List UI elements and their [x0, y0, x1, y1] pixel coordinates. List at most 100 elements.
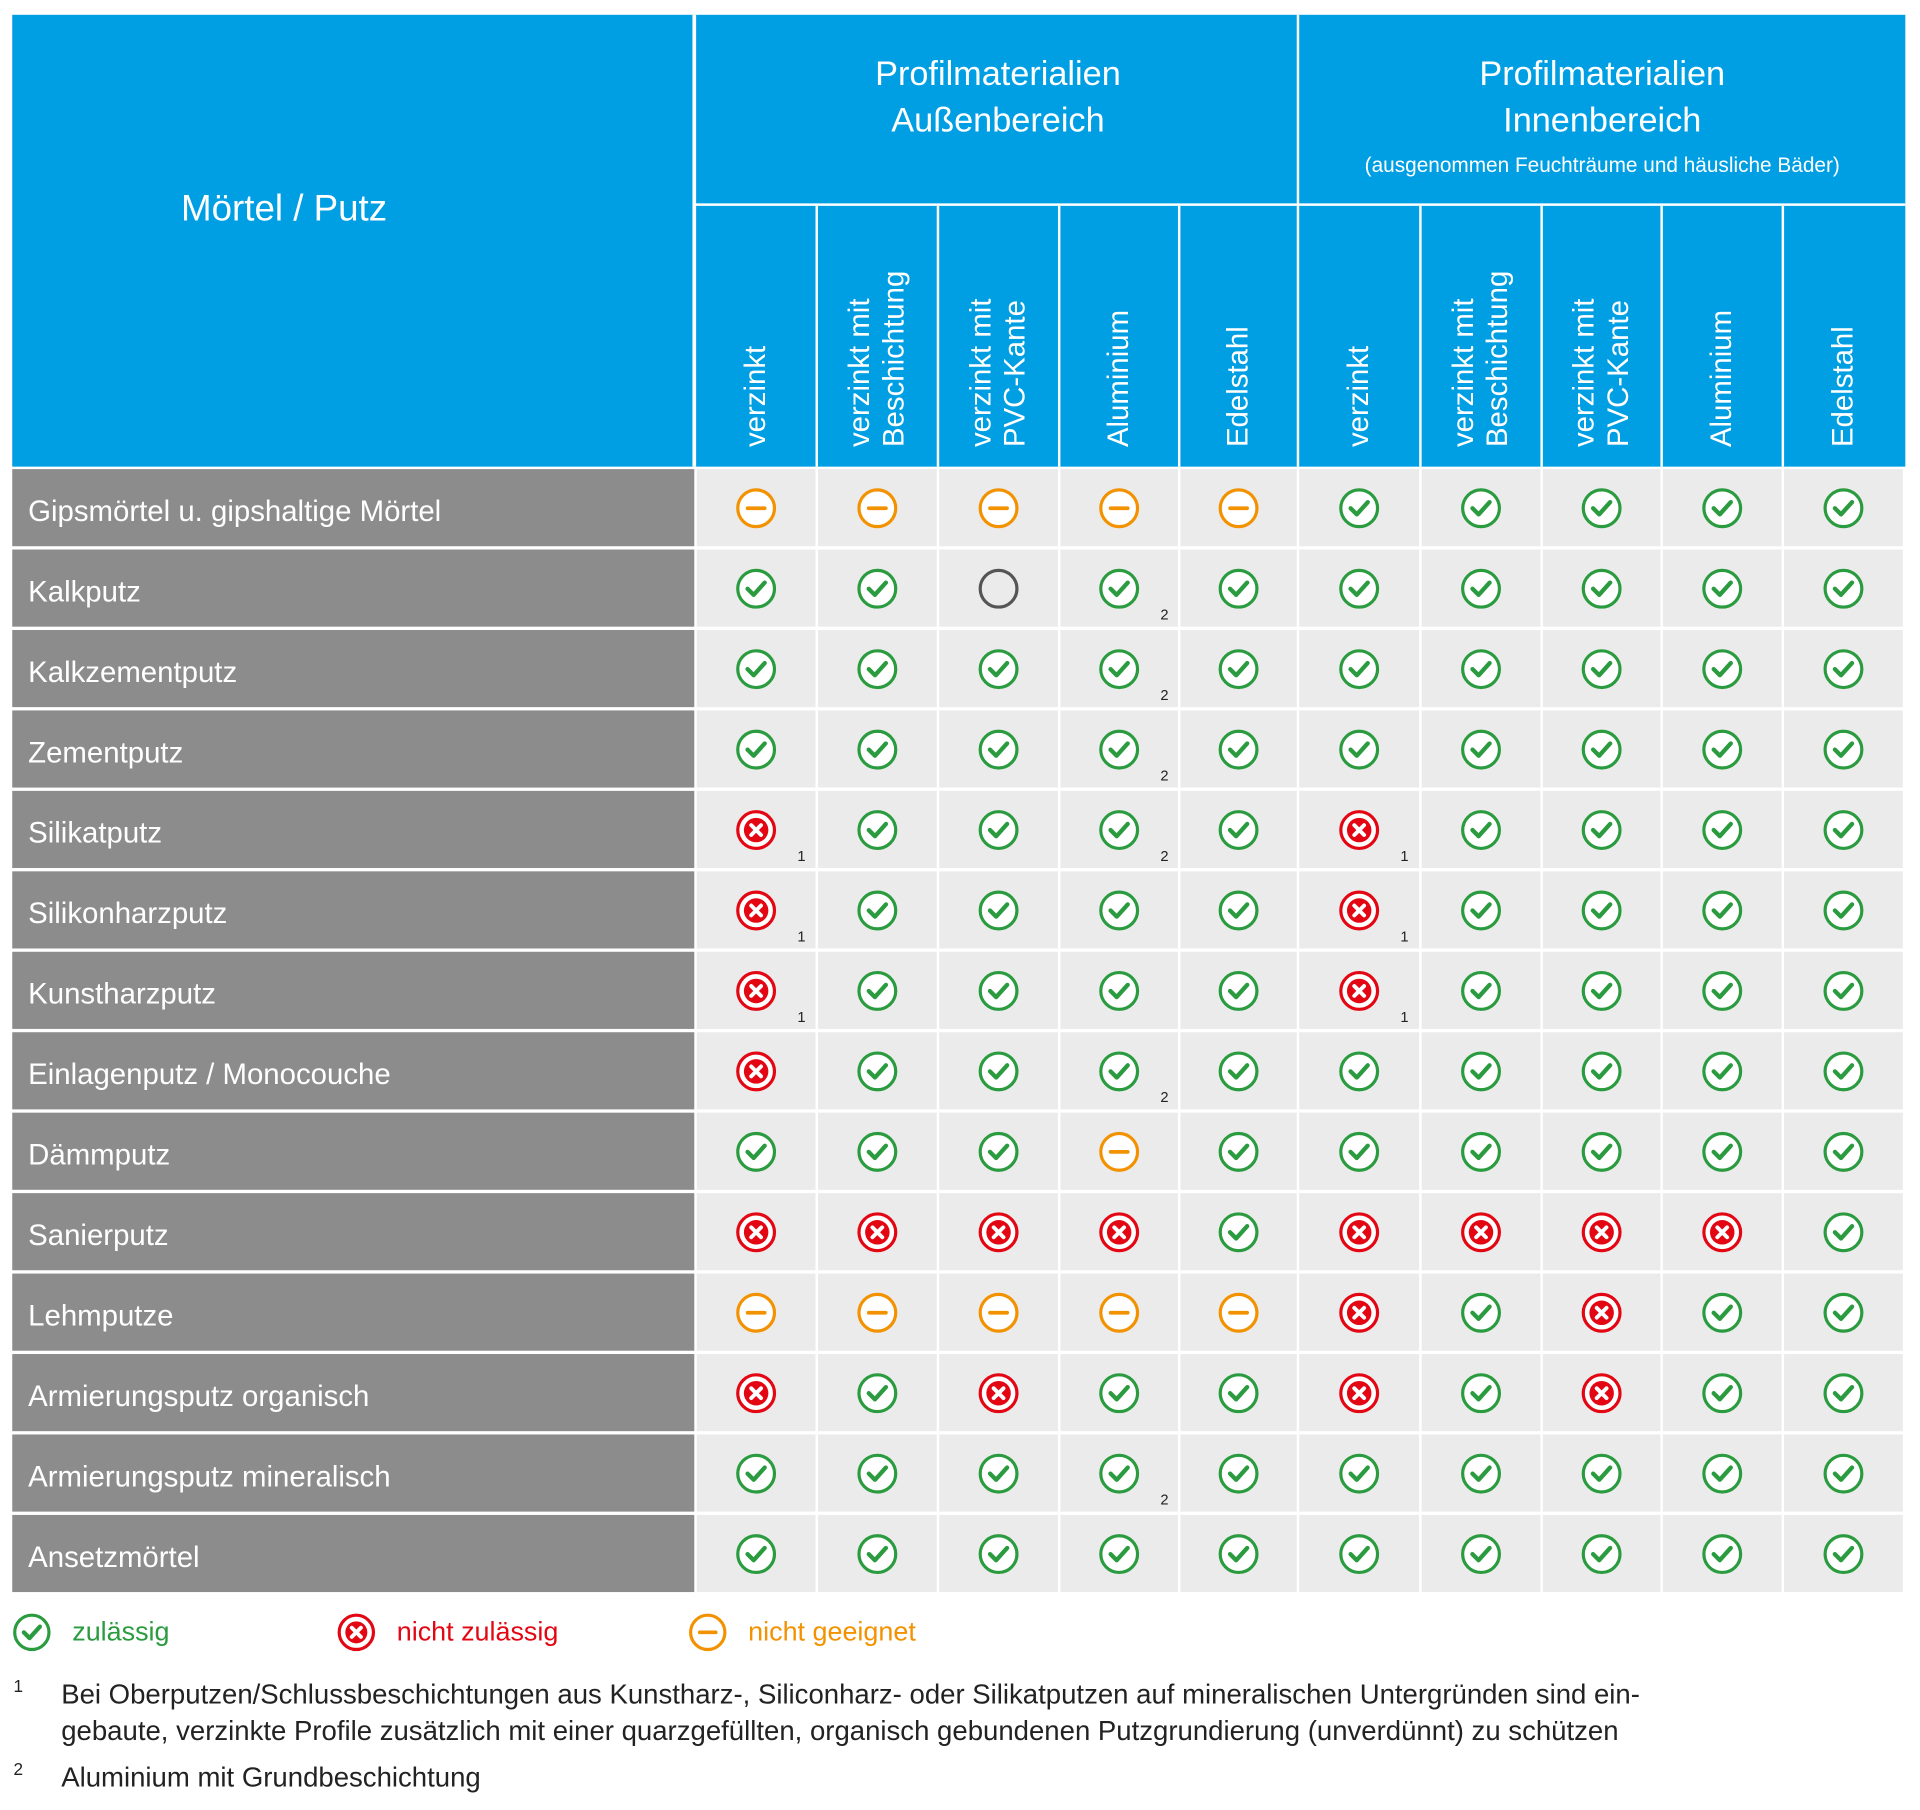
- status-icon: [978, 1131, 1019, 1172]
- status-icon: [1218, 649, 1259, 690]
- footnote-marker: 2: [13, 1759, 23, 1779]
- status-icon: [1461, 568, 1501, 609]
- check-mark: [1470, 1143, 1492, 1161]
- status-icon: [736, 568, 777, 609]
- status-icon: [1218, 729, 1259, 770]
- check-mark: [1832, 1224, 1855, 1241]
- check-mark: [1348, 1465, 1370, 1482]
- check-mark: [1227, 1063, 1250, 1080]
- x-mark: [749, 823, 763, 837]
- footnote-text: Bei Oberputzen/Schlussbeschichtungen aus…: [61, 1678, 1640, 1709]
- x-mark: [1715, 1225, 1730, 1240]
- status-icon: [1581, 488, 1622, 529]
- status-icon: [1702, 649, 1743, 690]
- group-title: Innenbereich: [1503, 102, 1701, 140]
- row-label-bg: [12, 1273, 695, 1351]
- check-mark: [1711, 500, 1733, 517]
- check-mark: [1108, 821, 1130, 839]
- row-label: Sanierputz: [28, 1219, 168, 1252]
- check-mark: [1227, 1384, 1250, 1402]
- check-mark: [1470, 1063, 1492, 1080]
- status-icon: [1702, 1373, 1743, 1414]
- x-mark: [1352, 1386, 1367, 1401]
- status-icon: [1581, 971, 1622, 1011]
- footnote-ref: 1: [1400, 929, 1408, 945]
- status-icon: [736, 729, 777, 770]
- status-icon: [1581, 810, 1622, 851]
- column-header: Beschichtung: [1481, 271, 1514, 447]
- check-mark: [1470, 580, 1492, 597]
- status-icon: [1702, 1131, 1743, 1172]
- group-title: Außenbereich: [891, 102, 1104, 140]
- status-icon: [1702, 810, 1743, 851]
- footnote-text: Aluminium mit Grundbeschichtung: [61, 1762, 481, 1793]
- status-icon: [1823, 1373, 1864, 1414]
- status-icon: [1461, 1453, 1501, 1494]
- check-mark: [1470, 1384, 1492, 1402]
- status-icon: [1823, 810, 1864, 851]
- check-mark: [1832, 580, 1855, 597]
- status-icon: [1339, 568, 1380, 609]
- row-label-bg: [12, 1434, 695, 1512]
- status-icon: [736, 1453, 777, 1494]
- x-mark: [1594, 1305, 1609, 1320]
- check-mark: [1832, 500, 1855, 517]
- group-note: (ausgenommen Feuchträume und häusliche B…: [1365, 154, 1840, 177]
- check-mark: [1711, 741, 1733, 758]
- status-icon: [736, 1131, 777, 1172]
- check-mark: [1108, 1545, 1130, 1563]
- status-icon: [1823, 1051, 1864, 1092]
- status-icon: [1823, 971, 1864, 1011]
- footnote-ref: 2: [1160, 849, 1168, 865]
- check-mark: [1348, 741, 1370, 758]
- status-icon: [1099, 729, 1140, 770]
- status-icon: [1461, 1051, 1501, 1092]
- check-mark: [1832, 1384, 1855, 1402]
- check-mark: [987, 821, 1010, 839]
- check-mark: [1470, 660, 1492, 678]
- status-icon: [1339, 1453, 1380, 1494]
- group-title: Profilmaterialien: [875, 55, 1121, 93]
- row-label-bg: [12, 1514, 695, 1593]
- check-mark: [1108, 660, 1130, 678]
- status-icon: [978, 971, 1019, 1011]
- status-icon: [1461, 1534, 1501, 1575]
- row-label: Armierungsputz organisch: [28, 1380, 369, 1413]
- status-icon: [978, 810, 1019, 851]
- status-icon: [857, 1534, 898, 1575]
- check-mark: [866, 660, 889, 678]
- status-icon: [1099, 649, 1140, 690]
- check-mark: [987, 1063, 1010, 1080]
- x-mark: [1352, 903, 1367, 918]
- check-mark: [1832, 1063, 1855, 1080]
- status-icon: [1823, 1534, 1864, 1575]
- check-mark: [1348, 1545, 1370, 1563]
- check-mark: [1227, 1224, 1250, 1241]
- row-label-bg: [12, 790, 695, 869]
- check-mark: [987, 660, 1010, 678]
- check-mark: [866, 1063, 889, 1080]
- x-mark: [1594, 1386, 1609, 1401]
- status-icon: [978, 729, 1019, 770]
- row-label-bg: [12, 1032, 695, 1110]
- status-icon: [1339, 1534, 1380, 1575]
- status-icon: [857, 649, 898, 690]
- check-mark: [866, 821, 889, 839]
- column-header: PVC-Kante: [1602, 300, 1635, 447]
- check-mark: [1590, 500, 1613, 517]
- check-mark: [1108, 902, 1130, 919]
- status-icon: [1581, 568, 1622, 609]
- status-icon: [1581, 1051, 1622, 1092]
- column-header: Aluminium: [1102, 310, 1135, 447]
- status-icon: [1581, 729, 1622, 770]
- status-icon: [1702, 1051, 1743, 1092]
- corner-label: Mörtel / Putz: [181, 187, 387, 228]
- check-mark: [1711, 580, 1733, 597]
- row-label: Ansetzmörtel: [28, 1541, 199, 1574]
- check-mark: [1470, 741, 1492, 758]
- check-mark: [1711, 1465, 1733, 1482]
- check-mark: [1832, 1304, 1855, 1322]
- x-mark: [1352, 1305, 1367, 1320]
- x-mark: [1352, 823, 1367, 837]
